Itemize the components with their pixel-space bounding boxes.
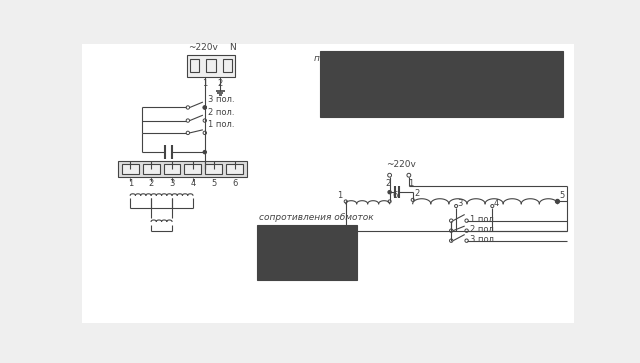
Bar	[205, 164, 222, 174]
Text: 3 - 4: 3 - 4	[272, 255, 292, 264]
Text: 2: 2	[218, 79, 223, 88]
Bar	[320, 51, 563, 118]
Circle shape	[204, 106, 206, 109]
Bar	[184, 164, 202, 174]
Text: 3: 3	[458, 199, 463, 208]
Text: 1: 1	[202, 79, 207, 88]
Text: 2 - 3: 2 - 3	[272, 241, 292, 250]
Text: 258 ом: 258 ом	[484, 87, 516, 97]
Bar	[143, 164, 159, 174]
Text: положение переключателя: положение переключателя	[314, 54, 444, 64]
Bar	[118, 162, 247, 177]
Text: 184: 184	[324, 227, 340, 236]
Bar	[223, 59, 232, 73]
Bar	[206, 59, 216, 73]
Text: ~220v: ~220v	[188, 43, 218, 52]
Text: III: III	[375, 105, 383, 114]
Text: N: N	[229, 43, 236, 52]
Text: 1 пол.: 1 пол.	[208, 120, 234, 129]
Text: 3 пол.: 3 пол.	[208, 95, 234, 103]
Text: сопротивления обмоток: сопротивления обмоток	[259, 213, 373, 222]
Text: 74: 74	[326, 241, 338, 250]
Text: 2: 2	[148, 179, 154, 188]
Text: 184 ома: 184 ома	[481, 105, 519, 114]
Text: 3: 3	[170, 179, 175, 188]
Text: 5: 5	[211, 179, 216, 188]
Bar	[187, 55, 235, 77]
Text: 332 ома: 332 ома	[481, 71, 519, 79]
Text: ~220v: ~220v	[386, 160, 416, 169]
Text: 2 пол.: 2 пол.	[470, 225, 496, 234]
Text: 4: 4	[190, 179, 196, 188]
Bar	[164, 164, 180, 174]
Text: 6: 6	[232, 179, 237, 188]
Text: I: I	[378, 71, 380, 79]
Text: сопротивление на входе: сопротивление на входе	[442, 54, 559, 64]
Circle shape	[204, 151, 206, 154]
Text: 1 пол.: 1 пол.	[470, 215, 496, 224]
Text: 4 - 5: 4 - 5	[272, 269, 292, 278]
Text: 74: 74	[326, 269, 338, 278]
Text: 6: 6	[392, 191, 397, 200]
Text: 2: 2	[385, 179, 390, 188]
Bar	[257, 224, 357, 280]
Text: 5: 5	[560, 191, 565, 200]
Text: II: II	[376, 87, 381, 97]
Text: 1: 1	[127, 179, 133, 188]
Bar	[227, 164, 243, 174]
Text: 74: 74	[326, 255, 338, 264]
Circle shape	[388, 191, 391, 194]
Text: 2: 2	[414, 188, 419, 197]
Bar	[122, 164, 139, 174]
Circle shape	[556, 200, 559, 203]
Bar	[190, 59, 200, 73]
Text: 1: 1	[337, 191, 342, 200]
Text: 4: 4	[494, 199, 499, 208]
Text: 2 пол.: 2 пол.	[208, 108, 234, 117]
Text: 1 - 6: 1 - 6	[272, 227, 292, 236]
Text: 3 пол.: 3 пол.	[470, 234, 496, 244]
Text: 1: 1	[408, 179, 413, 188]
